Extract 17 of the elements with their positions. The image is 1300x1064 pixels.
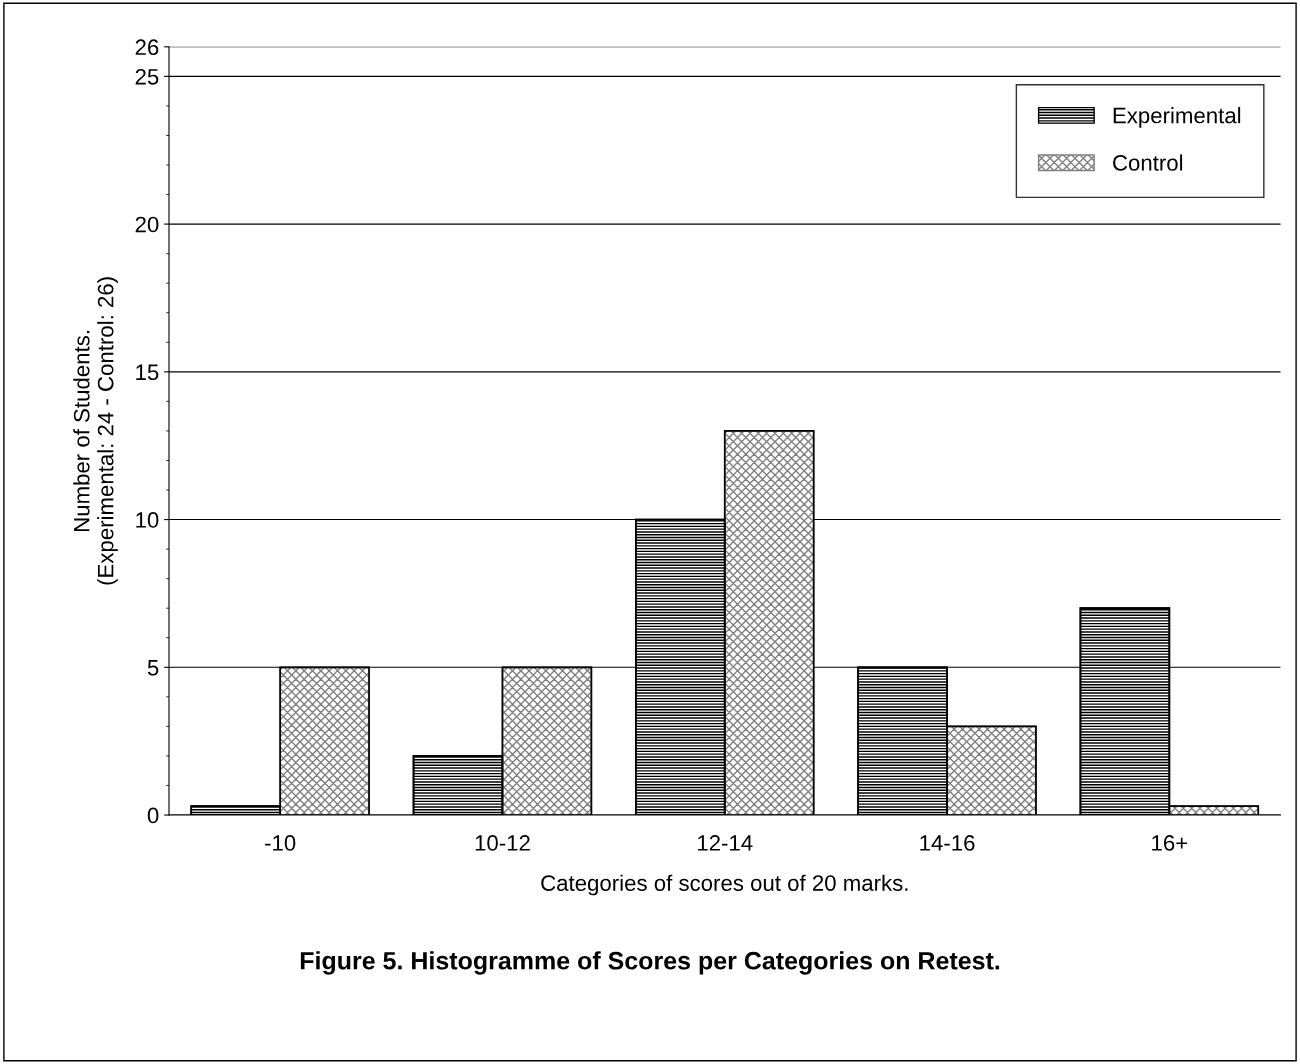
y-tick-label: 10 xyxy=(136,512,159,528)
legend-label: Control xyxy=(1113,154,1183,171)
y-tick-label: 5 xyxy=(147,660,159,676)
y-axis-title: Number of Students. (Experimental: 24 - Control: 26) xyxy=(73,277,118,585)
x-axis-title: Categories of scores out of 20 marks. xyxy=(541,874,908,896)
y-tick-label: 15 xyxy=(136,364,159,381)
y-tick-label: 0 xyxy=(147,807,159,824)
y-tick-label: 25 xyxy=(135,68,159,85)
legend-label: Experimental xyxy=(1113,107,1241,128)
x-tick-label: 16+ xyxy=(1152,835,1188,851)
text: Figure 5. Histogramme of Scores per Categories on Retest. xyxy=(300,951,1000,975)
y-tick-label: 20 xyxy=(135,216,159,233)
x-tick-label: 12-14 xyxy=(698,835,753,851)
x-tick-label: 10-12 xyxy=(475,835,530,851)
x-tick-label: 14-16 xyxy=(920,835,975,851)
y-tick-label: 26 xyxy=(135,39,159,56)
x-tick-label: -10 xyxy=(265,835,296,851)
